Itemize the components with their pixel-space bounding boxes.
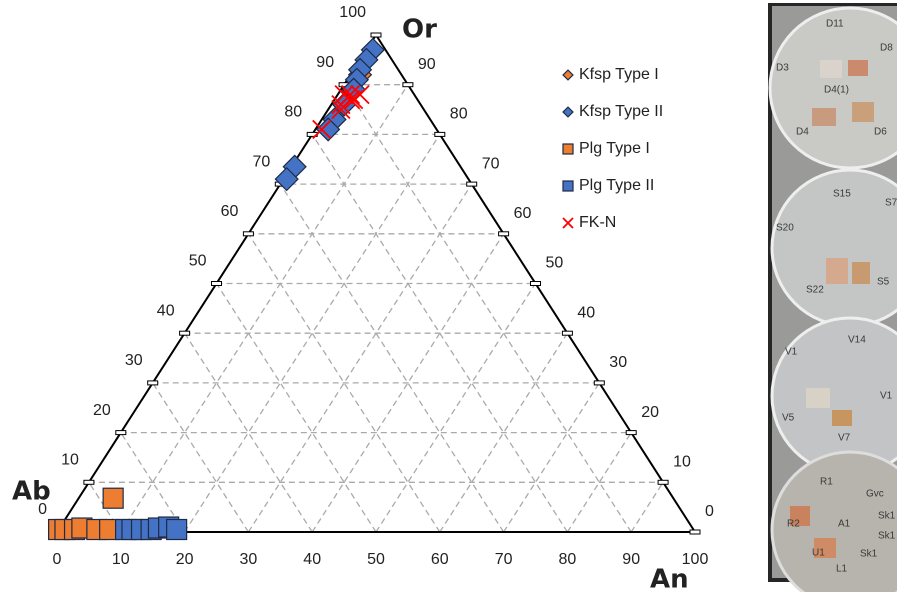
- photo-label: R2: [787, 519, 800, 530]
- left-tick-label: 60: [221, 203, 239, 220]
- left-tick-label: 10: [61, 452, 79, 469]
- photo-label: V14: [848, 335, 866, 346]
- photo-label: S22: [806, 285, 824, 296]
- axis-label-right: An: [650, 565, 689, 592]
- axis-label-left: Ab: [12, 477, 51, 507]
- bottom-tick-label: 80: [559, 551, 577, 568]
- tick-mark: [84, 480, 94, 484]
- photo-label: D4(1): [824, 85, 849, 96]
- grid-line: [248, 184, 471, 532]
- photo-label: V1: [880, 391, 893, 402]
- photo: D11 D8 D3 D4(1) D4 D6 S15 S7 S20 S22 S5 V14 V1 V1 V5 V7…: [768, 3, 897, 592]
- square-marker: [103, 488, 123, 508]
- bottom-tick-label: 20: [176, 551, 194, 568]
- page: D11 D8 D3 D4(1) D4 D6 S15 S7 S20 S22 S5 V14 V1 V1 V5 V7…: [0, 0, 897, 592]
- tick-mark: [562, 331, 572, 335]
- right-tick-label: 10: [673, 454, 691, 471]
- grid-line: [504, 383, 600, 532]
- photo-label: S15: [833, 189, 851, 200]
- photo-label: S20: [776, 223, 794, 234]
- tick-mark: [243, 232, 253, 236]
- left-tick-label: 20: [93, 402, 111, 419]
- photo-label: D8: [880, 43, 893, 54]
- photo-label: U1: [812, 548, 825, 559]
- bottom-tick-label: 30: [240, 551, 258, 568]
- right-tick-label: 60: [514, 205, 532, 222]
- grid-line: [153, 383, 249, 532]
- bottom-tick-label: 40: [303, 551, 321, 568]
- right-tick-label: 40: [577, 304, 595, 321]
- photo-label: Sk1: [878, 511, 896, 522]
- square-marker: [167, 520, 187, 540]
- photo-label: D3: [776, 63, 789, 74]
- bottom-tick-label: 70: [495, 551, 513, 568]
- bottom-tick-label: 60: [431, 551, 449, 568]
- tick-mark: [594, 381, 604, 385]
- photo-label: V5: [782, 413, 795, 424]
- legend-label: Plg Type II: [579, 177, 654, 194]
- left-tick-label: 70: [253, 153, 271, 170]
- photo-label: V1: [785, 347, 798, 358]
- bottom-tick-label: 10: [112, 551, 130, 568]
- tick-mark: [403, 83, 413, 87]
- tick-mark: [116, 431, 126, 435]
- photo-label: Gvc: [866, 489, 884, 500]
- legend-label: FK-N: [579, 214, 616, 231]
- right-tick-label: 90: [418, 56, 436, 73]
- right-tick-label: 70: [482, 155, 500, 172]
- axis-label-top: Or: [402, 15, 437, 45]
- photo-label: A1: [838, 519, 851, 530]
- bottom-tick-label: 90: [622, 551, 640, 568]
- legend-marker: [563, 70, 573, 80]
- tick-mark: [180, 331, 190, 335]
- photo-label: R1: [820, 477, 833, 488]
- legend-marker: [563, 181, 573, 191]
- tick-mark: [212, 282, 222, 286]
- left-tick-label: 90: [316, 54, 334, 71]
- legend-label: Plg Type I: [579, 140, 650, 157]
- right-tick-label: 0: [705, 503, 714, 520]
- tick-mark: [435, 132, 445, 136]
- photo-label: S5: [877, 277, 890, 288]
- photo-label: D11: [826, 19, 844, 30]
- tick-mark: [626, 431, 636, 435]
- photo-label: D6: [874, 127, 887, 138]
- tick-mark: [371, 33, 381, 37]
- legend-marker: [563, 144, 573, 154]
- legend-label: Kfsp Type II: [579, 103, 663, 120]
- right-tick-label: 80: [450, 106, 468, 123]
- grid-line: [280, 184, 503, 532]
- tick-mark: [531, 282, 541, 286]
- tick-mark: [690, 530, 700, 534]
- tick-mark: [148, 381, 158, 385]
- legend-label: Kfsp Type I: [579, 66, 659, 83]
- legend-marker: [563, 107, 573, 117]
- grid-line: [631, 482, 663, 532]
- photo-label: D4: [796, 127, 809, 138]
- left-tick-label: 30: [125, 352, 143, 369]
- right-tick-label: 50: [546, 255, 564, 272]
- left-tick-label: 100: [339, 4, 366, 21]
- tick-mark: [499, 232, 509, 236]
- bottom-tick-label: 50: [367, 551, 385, 568]
- right-tick-label: 20: [641, 404, 659, 421]
- photo-label: Sk1: [860, 549, 878, 560]
- grid-line: [376, 284, 536, 533]
- tick-mark: [467, 182, 477, 186]
- legend-marker: [563, 218, 573, 228]
- photo-label: Sk1: [878, 531, 896, 542]
- photo-label: L1: [836, 564, 848, 575]
- bottom-tick-label: 0: [53, 551, 62, 568]
- tick-mark: [658, 480, 668, 484]
- left-tick-label: 80: [284, 104, 302, 121]
- left-tick-label: 40: [157, 302, 175, 319]
- grid-line: [217, 284, 377, 533]
- photo-label: S7: [885, 198, 897, 209]
- left-tick-label: 50: [189, 253, 207, 270]
- right-tick-label: 30: [609, 354, 627, 371]
- photo-label: V7: [838, 433, 851, 444]
